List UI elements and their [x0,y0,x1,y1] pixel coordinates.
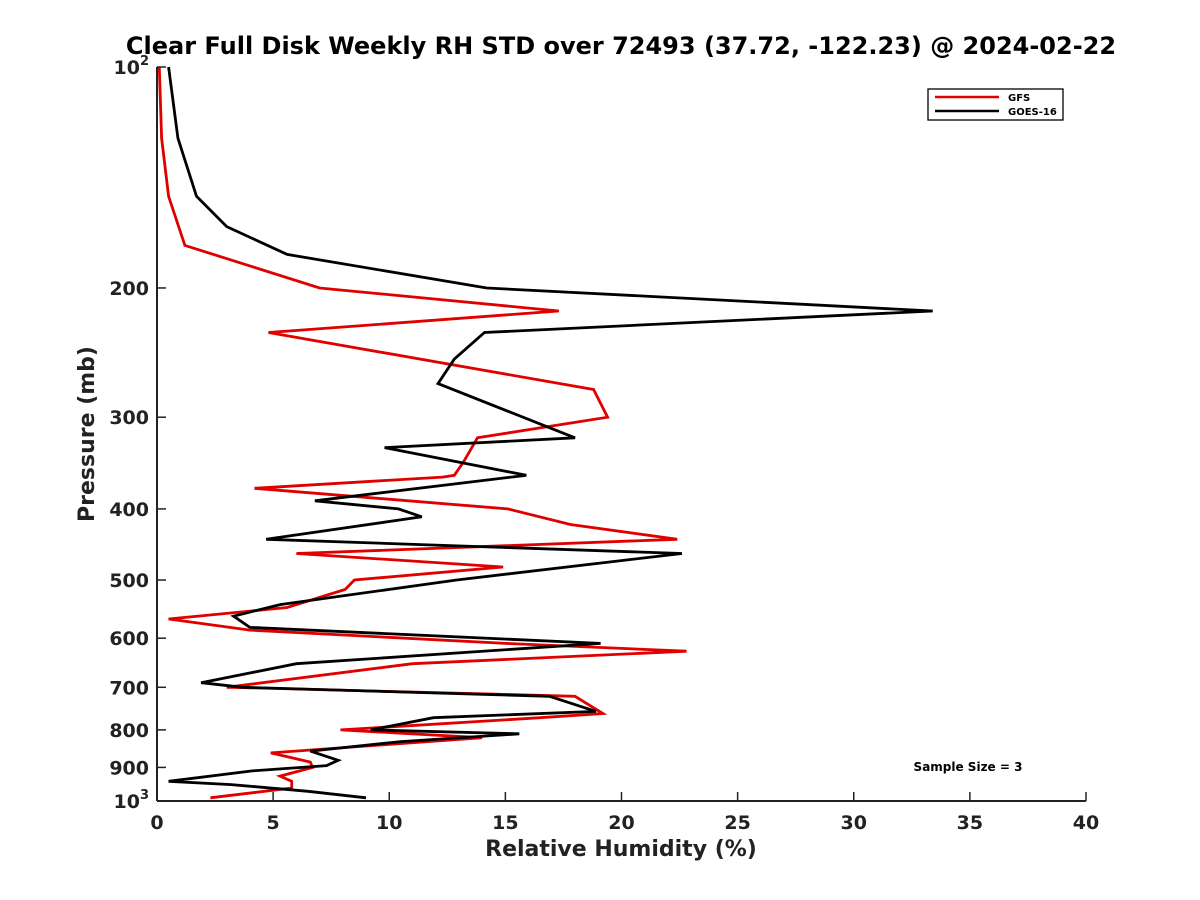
series-line-goes-16 [167,66,933,800]
y-tick-label: 300 [109,407,149,429]
y-tick-label: 900 [109,757,149,779]
x-tick-label: 15 [492,812,518,834]
x-tick-label: 10 [376,812,402,834]
y-tick-label: 500 [109,570,149,592]
sample-size-annotation: Sample Size = 3 [914,760,1023,774]
x-ticks: 0 5 10 15 20 25 30 35 40 [150,792,1099,834]
x-tick-label: 20 [608,812,634,834]
legend-label-goes16: GOES-16 [1008,107,1057,118]
legend-box [927,88,1064,121]
y-tick-label: 700 [109,677,149,699]
series-layer [157,66,933,800]
plot-area [157,67,1086,801]
series-line-gfs [157,66,687,800]
y-axis-label: Pressure (mb) [75,346,100,522]
chart-title: Clear Full Disk Weekly RH STD over 72493… [126,32,1116,60]
y-tick-label: 800 [109,720,149,742]
legend-label-gfs: GFS [1008,93,1030,104]
x-tick-label: 25 [724,812,750,834]
y-tick-label: 102 [114,54,150,79]
legend: GFS GOES-16 [927,88,1064,121]
x-tick-label: 35 [957,812,983,834]
x-tick-label: 40 [1073,812,1099,834]
y-tick-label: 103 [114,788,150,813]
x-tick-label: 30 [841,812,867,834]
y-tick-label: 400 [109,499,149,521]
y-tick-label: 600 [109,628,149,650]
x-tick-label: 5 [267,812,280,834]
x-tick-label: 0 [150,812,163,834]
y-ticks: 102 200 300 400 500 600 700 800 900 103 [109,54,166,813]
x-axis-label: Relative Humidity (%) [485,837,757,862]
y-tick-label: 200 [109,278,149,300]
